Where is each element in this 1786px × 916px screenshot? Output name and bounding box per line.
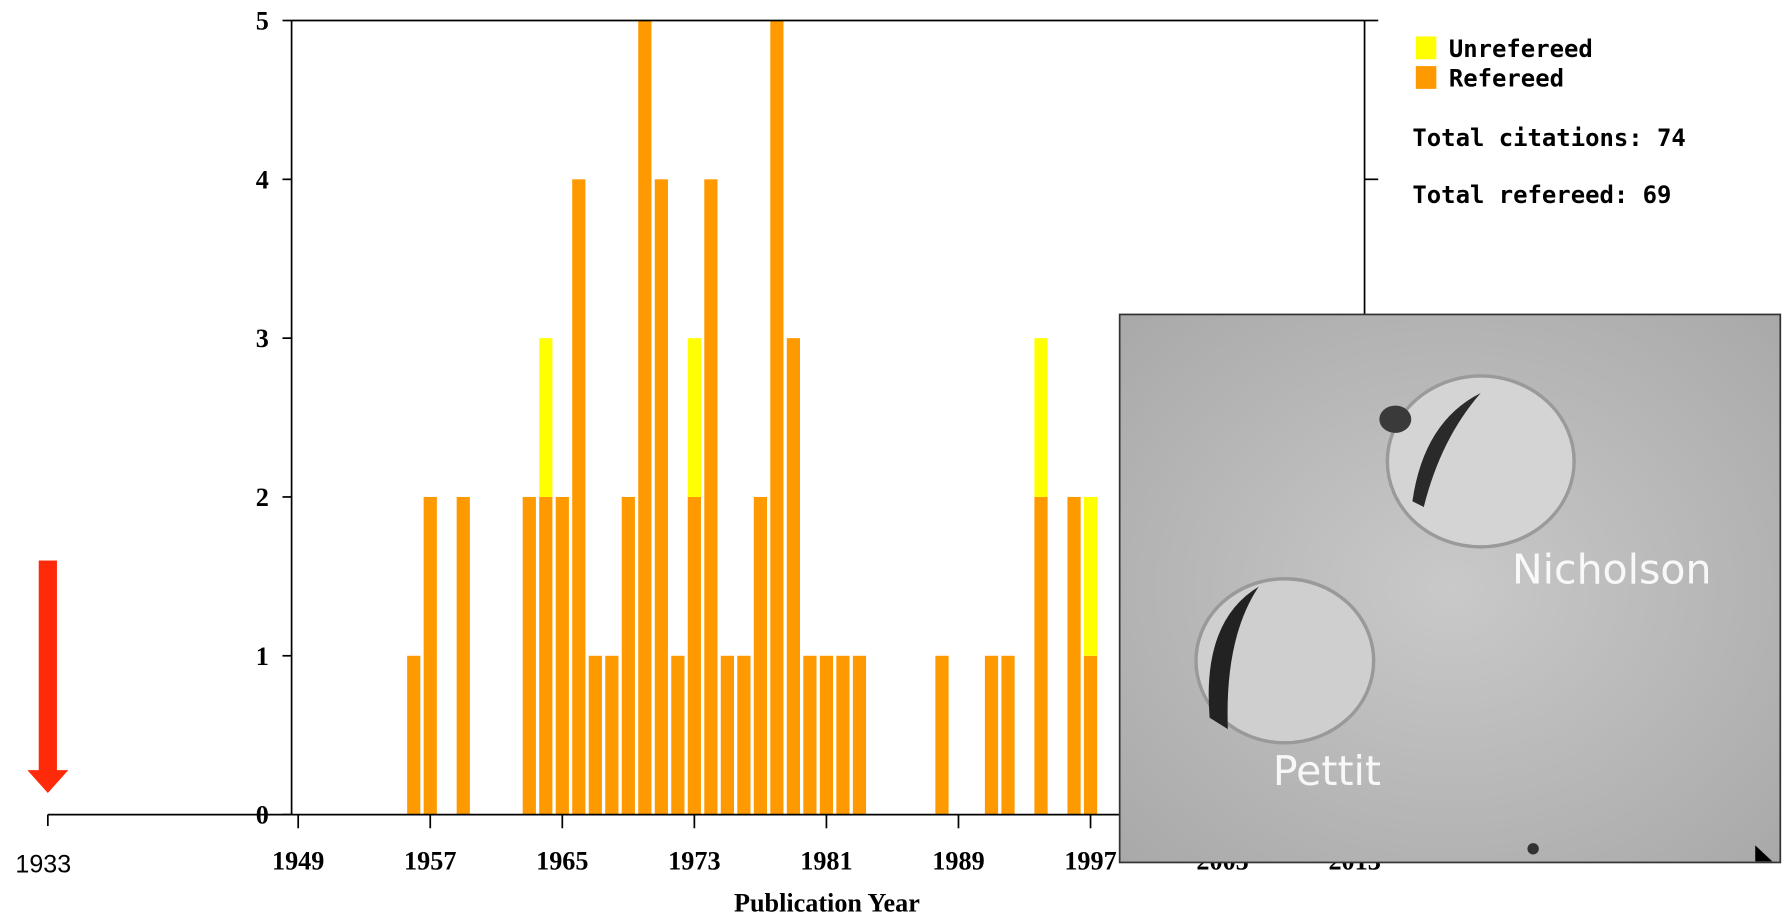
bar-segment — [588, 655, 602, 815]
bar-segment — [456, 496, 470, 815]
y-tick-label: 5 — [256, 7, 269, 36]
x-tick-label: 1949 — [272, 846, 324, 875]
bar-segment — [1034, 496, 1048, 815]
bar-segment — [753, 496, 768, 815]
y-tick-label: 4 — [256, 165, 269, 194]
plot-area: 0123451949195719651973198119891997200520… — [256, 7, 1381, 876]
bar-segment — [737, 655, 751, 815]
bar-segment — [1083, 655, 1098, 815]
bar-segment — [984, 655, 999, 815]
legend-swatch — [1415, 66, 1437, 89]
crater — [1527, 843, 1539, 855]
inset-label: Pettit — [1273, 747, 1381, 795]
bar-segment — [638, 20, 652, 815]
bar-segment — [671, 655, 685, 815]
bar-segment — [522, 496, 536, 815]
crater — [1379, 405, 1412, 433]
legend-label: Unrefereed — [1449, 35, 1593, 63]
bar-segment — [687, 496, 701, 815]
bar-segment — [1034, 338, 1048, 497]
y-tick-label: 1 — [256, 642, 269, 671]
x-tick-label: 1981 — [800, 846, 852, 875]
bar-segment — [407, 655, 421, 815]
bar-segment — [852, 655, 867, 815]
bar-segment — [654, 179, 668, 815]
x-tick-label: 1989 — [932, 846, 984, 875]
bar-segment — [621, 496, 635, 815]
arrow-head — [27, 770, 69, 793]
y-tick-label: 3 — [256, 324, 269, 353]
x-tick-label: 1965 — [536, 846, 588, 875]
crater — [1385, 374, 1576, 549]
bar-segment — [687, 338, 701, 497]
y-tick-label: 2 — [256, 483, 269, 512]
annotation-label: 1933 — [15, 851, 71, 879]
bar-segment — [605, 655, 619, 815]
bar-segment — [1001, 655, 1015, 815]
bar-segment — [572, 179, 586, 815]
inset-label: Nicholson — [1512, 545, 1711, 593]
x-axis-title: Publication Year — [734, 888, 920, 916]
legend-swatch — [1415, 36, 1437, 60]
crater-shadow — [1208, 586, 1259, 730]
x-tick-label: 1997 — [1064, 846, 1116, 875]
arrow-shaft — [38, 560, 57, 773]
bar-segment — [423, 496, 437, 815]
bar-segment — [1083, 496, 1098, 656]
bar-segment — [1067, 496, 1081, 815]
bar-segment — [786, 338, 801, 815]
total-refereed: Total refereed: 69 — [1412, 181, 1671, 209]
bar-segment — [819, 655, 834, 815]
bar-segment — [720, 655, 734, 815]
bar-segment — [935, 655, 949, 815]
bar-segment — [539, 496, 553, 815]
x-tick-label: 1973 — [668, 846, 720, 875]
bar-segment — [539, 338, 553, 497]
bar-segment — [704, 179, 718, 815]
crater-shadow — [1412, 393, 1481, 507]
inset-image: Nicholson Pettit — [1118, 313, 1782, 864]
x-tick-label: 1957 — [404, 846, 456, 875]
bar-segment — [836, 655, 850, 815]
bar-segment — [803, 655, 817, 815]
bar-segment — [770, 20, 784, 815]
legend-label: Refereed — [1449, 65, 1564, 93]
total-citations: Total citations: 74 — [1412, 124, 1685, 152]
bar-segment — [555, 496, 569, 815]
